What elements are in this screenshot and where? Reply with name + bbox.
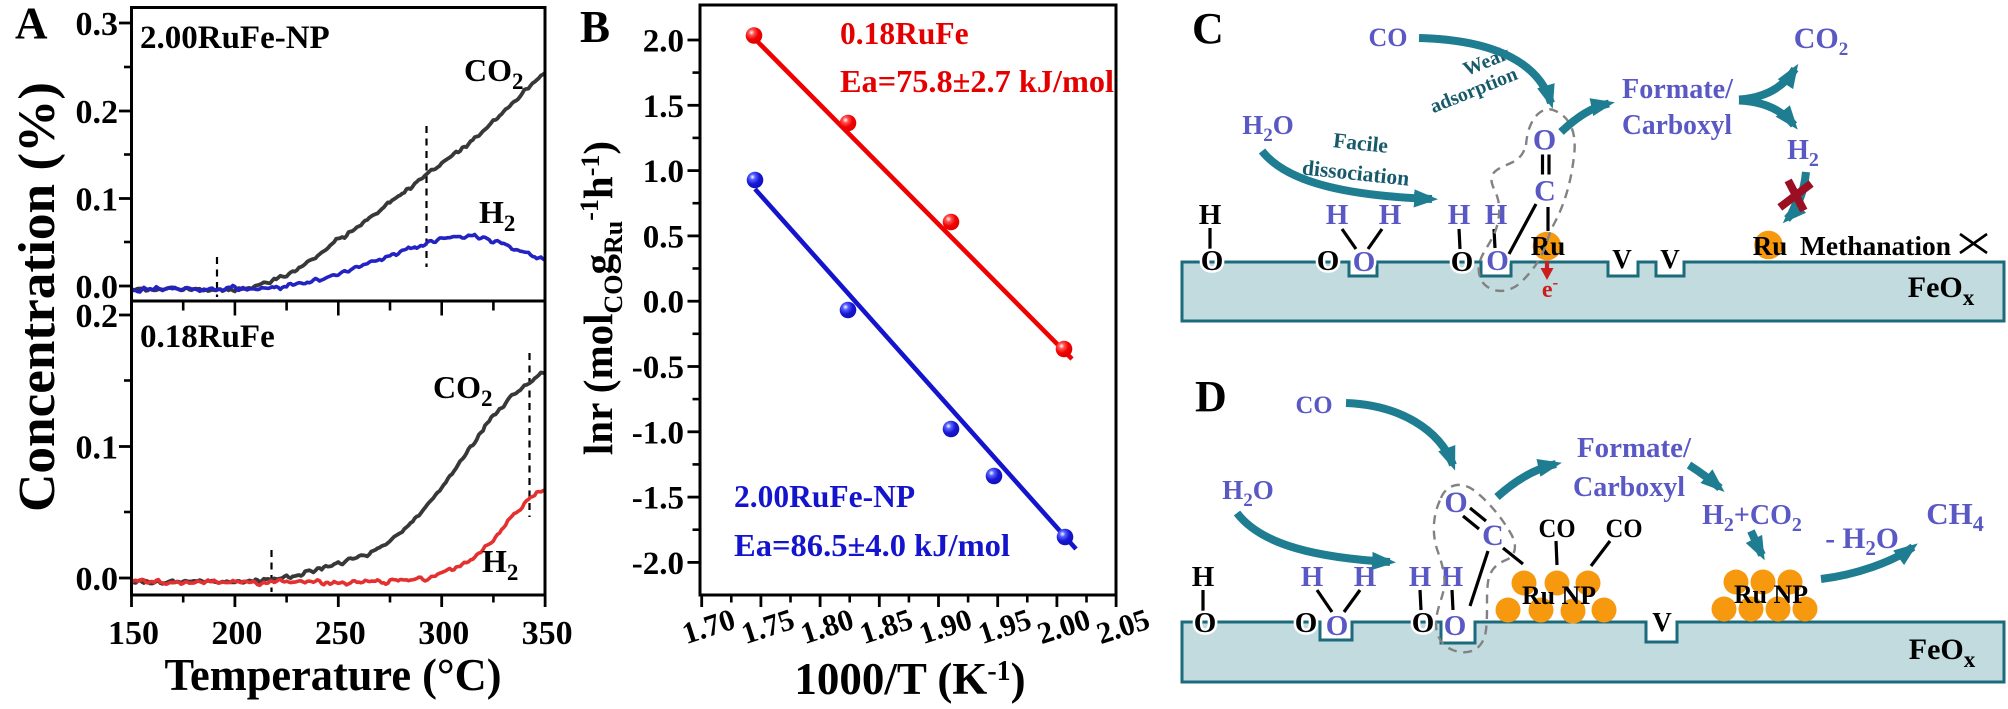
svg-text:H: H [1379, 199, 1402, 231]
svg-text:FeOx: FeOx [1909, 633, 1976, 672]
svg-text:O: O [1533, 124, 1556, 157]
svg-text:150: 150 [108, 615, 159, 652]
svg-text:0.2: 0.2 [76, 94, 119, 131]
svg-text:2.00RuFe-NP: 2.00RuFe-NP [734, 479, 915, 514]
svg-text:O: O [1295, 607, 1318, 639]
svg-text:0.1: 0.1 [76, 182, 119, 219]
svg-text:CO: CO [1606, 514, 1643, 543]
svg-text:CO2: CO2 [433, 369, 493, 411]
svg-text:0.0: 0.0 [643, 285, 684, 321]
svg-text:CO: CO [1296, 390, 1333, 419]
svg-text:Formate/: Formate/ [1622, 74, 1734, 105]
svg-text:lnr (molCO​gRu-1​h-1​): lnr (molCO​gRu-1​h-1​) [575, 141, 628, 455]
svg-text:300: 300 [418, 615, 469, 652]
svg-text:Formate/: Formate/ [1577, 433, 1692, 464]
svg-text:O: O [1444, 610, 1467, 642]
svg-text:0.2: 0.2 [76, 298, 119, 335]
svg-text:V: V [1652, 607, 1672, 637]
svg-text:0.3: 0.3 [76, 6, 119, 43]
svg-text:0.18RuFe: 0.18RuFe [140, 319, 275, 355]
svg-text:350: 350 [522, 615, 573, 652]
svg-text:V: V [1612, 244, 1632, 274]
svg-text:O: O [1353, 246, 1376, 278]
svg-text:1.75: 1.75 [737, 602, 798, 651]
svg-text:O: O [1486, 245, 1509, 277]
svg-text:H: H [1441, 561, 1464, 593]
svg-text:1000/T (K-1​): 1000/T (K-1​) [794, 654, 1025, 704]
svg-text:Carboxyl: Carboxyl [1573, 472, 1685, 503]
svg-text:0.18RuFe: 0.18RuFe [840, 16, 969, 51]
svg-text:H2: H2 [1787, 135, 1819, 171]
svg-text:1.80: 1.80 [796, 602, 857, 651]
svg-text:H: H [1354, 561, 1377, 593]
svg-text:CH4: CH4 [1926, 496, 1984, 536]
svg-text:0.1: 0.1 [76, 430, 119, 467]
svg-text:C: C [1534, 175, 1556, 208]
svg-text:0.0: 0.0 [76, 269, 119, 306]
svg-text:Ea=75.8±2.7 kJ/mol: Ea=75.8±2.7 kJ/mol [840, 64, 1114, 99]
svg-text:C: C [1192, 4, 1224, 53]
svg-text:Concentration (%): Concentration (%) [9, 82, 66, 512]
svg-text:H2: H2 [479, 194, 515, 236]
svg-text:Carboxyl: Carboxyl [1622, 110, 1732, 141]
svg-text:Ru NP: Ru NP [1522, 581, 1596, 610]
svg-text:-1.0: -1.0 [632, 415, 684, 451]
svg-text:H: H [1485, 199, 1508, 231]
svg-text:O: O [1444, 486, 1467, 519]
svg-text:2.00RuFe-NP: 2.00RuFe-NP [140, 20, 330, 56]
svg-text:1.85: 1.85 [856, 602, 917, 651]
svg-text:H: H [1192, 561, 1215, 593]
svg-text:H: H [1326, 199, 1349, 231]
svg-text:250: 250 [315, 615, 366, 652]
svg-text:H2​+CO2: H2​+CO2 [1702, 500, 1802, 536]
svg-text:H: H [1301, 561, 1324, 593]
svg-text:O: O [1412, 607, 1435, 639]
svg-text:H2​O: H2​O [1242, 110, 1294, 146]
svg-text:A: A [15, 0, 48, 49]
svg-text:2.05: 2.05 [1092, 602, 1153, 651]
svg-text:0.0: 0.0 [76, 561, 119, 598]
svg-text:B: B [580, 2, 610, 52]
svg-text:1.95: 1.95 [974, 602, 1035, 651]
svg-text:V: V [1660, 244, 1680, 274]
svg-text:H2: H2 [482, 543, 518, 585]
svg-text:-0.5: -0.5 [632, 350, 684, 386]
svg-text:- H2​O: - H2​O [1825, 523, 1899, 560]
svg-text:O: O [1326, 610, 1349, 642]
svg-text:H: H [1409, 561, 1432, 593]
svg-text:-2.0: -2.0 [632, 546, 684, 582]
svg-text:-1.5: -1.5 [632, 481, 684, 517]
svg-text:CO: CO [1539, 514, 1576, 543]
svg-text:H: H [1448, 199, 1471, 231]
svg-text:200: 200 [211, 615, 262, 652]
svg-text:H: H [1199, 199, 1222, 231]
svg-text:1.70: 1.70 [678, 602, 739, 651]
svg-text:Ru: Ru [1753, 231, 1788, 261]
svg-text:D: D [1195, 372, 1227, 421]
svg-text:O: O [1451, 246, 1474, 278]
svg-text:O: O [1317, 245, 1340, 277]
svg-text:0.5: 0.5 [643, 219, 684, 255]
svg-text:CO: CO [1369, 22, 1408, 52]
svg-text:Facile: Facile [1332, 128, 1389, 158]
svg-text:CO2: CO2 [464, 52, 524, 94]
svg-text:1.90: 1.90 [915, 602, 976, 651]
svg-text:2.00: 2.00 [1033, 602, 1094, 651]
svg-text:2.0: 2.0 [643, 24, 684, 60]
svg-text:Methanation: Methanation [1800, 230, 1951, 261]
svg-text:CO2: CO2 [1794, 22, 1849, 60]
svg-text:1.5: 1.5 [643, 89, 684, 125]
svg-text:Ea=86.5±4.0 kJ/mol: Ea=86.5±4.0 kJ/mol [734, 528, 1010, 563]
svg-text:H2​O: H2​O [1222, 475, 1274, 511]
svg-text:1.0: 1.0 [643, 154, 684, 190]
svg-text:C: C [1482, 519, 1504, 552]
svg-text:O: O [1194, 607, 1217, 639]
svg-text:O: O [1201, 245, 1224, 277]
svg-text:Temperature (°C): Temperature (°C) [165, 650, 502, 700]
svg-text:Ru NP: Ru NP [1734, 580, 1808, 609]
